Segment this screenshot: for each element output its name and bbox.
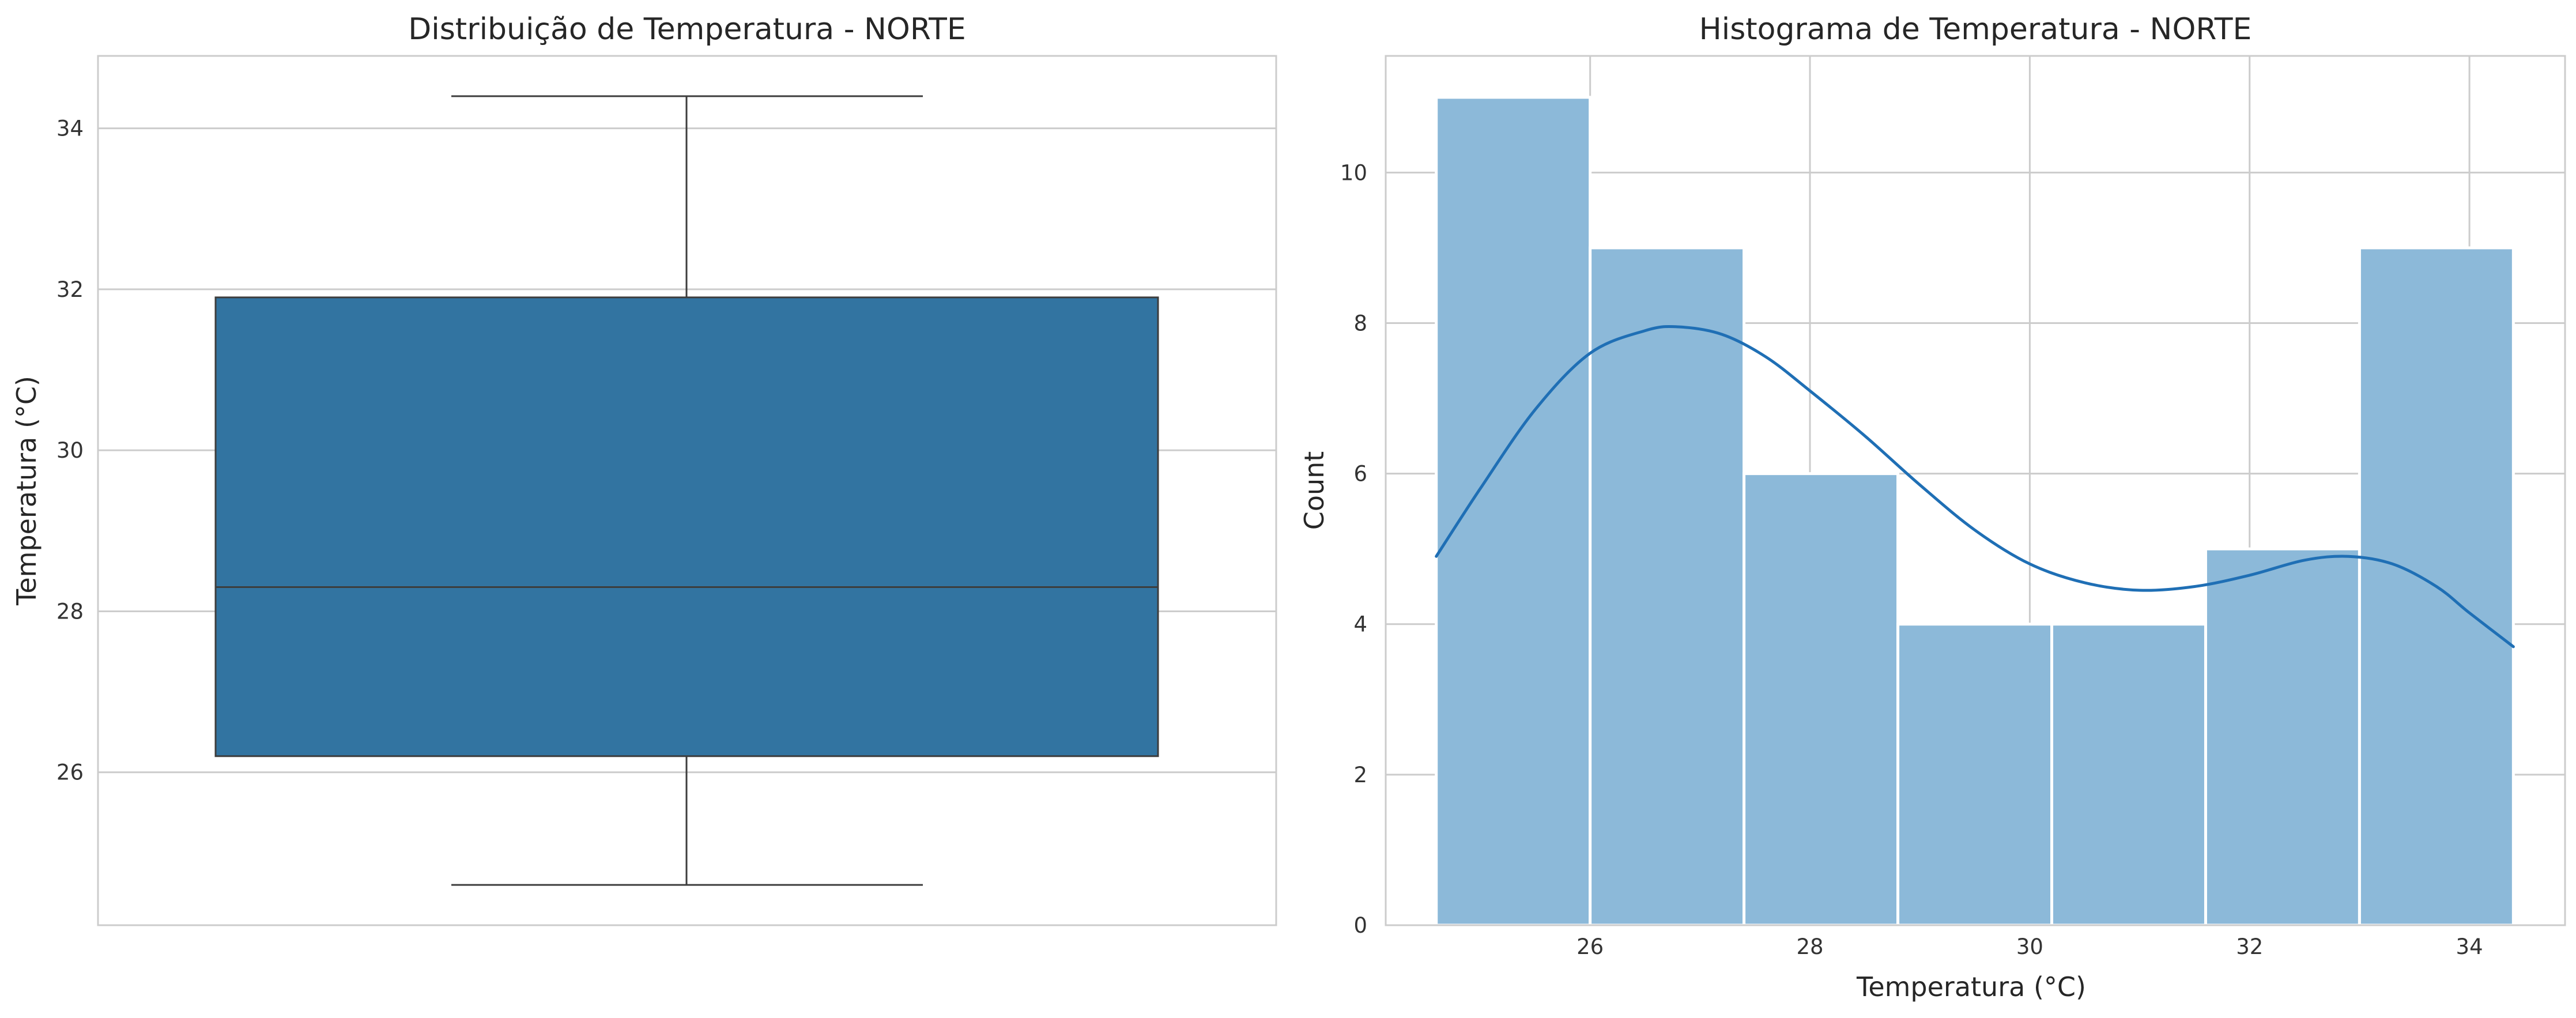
histogram-y-axis-label: Count bbox=[1299, 451, 1330, 530]
histogram-y-tick-label: 4 bbox=[1353, 612, 1367, 637]
histogram-x-tick-label: 26 bbox=[1576, 934, 1604, 959]
histogram-x-tick-label: 32 bbox=[2236, 934, 2263, 959]
histogram-y-tick-labels: 0 2 4 6 8 10 bbox=[1340, 160, 1367, 938]
histogram-y-tick-label: 0 bbox=[1353, 913, 1367, 938]
histogram-bar bbox=[2204, 547, 2361, 927]
histogram-x-tick-labels: 26 28 30 32 34 bbox=[1576, 934, 2483, 959]
histogram-y-tick-label: 2 bbox=[1353, 763, 1367, 787]
boxplot-y-axis-label: Temperatura (°C) bbox=[11, 376, 42, 606]
histogram-bar bbox=[1896, 623, 2054, 927]
boxplot-frame bbox=[97, 55, 1277, 926]
histogram-x-axis-label: Temperatura (°C) bbox=[1856, 971, 2086, 1002]
histogram-bar bbox=[1435, 96, 1592, 927]
boxplot-y-tick-label: 30 bbox=[56, 438, 84, 463]
histogram-x-tick-label: 34 bbox=[2456, 934, 2483, 959]
kde-curve bbox=[1435, 325, 2515, 648]
histogram-bar bbox=[1589, 246, 1746, 927]
histogram-frame bbox=[1385, 55, 2566, 926]
boxplot-panel: 26 28 30 32 34 Distribuição de Temperatura -… bbox=[11, 12, 1277, 926]
boxplot-y-tick-label: 34 bbox=[56, 116, 84, 141]
boxplot-y-tick-label: 26 bbox=[56, 760, 84, 785]
histogram-y-tick-label: 10 bbox=[1340, 160, 1367, 185]
boxplot-marks bbox=[214, 95, 1159, 886]
boxplot-y-tick-label: 28 bbox=[56, 599, 84, 624]
histogram-x-tick-label: 30 bbox=[2016, 934, 2043, 959]
boxplot-y-tick-labels: 26 28 30 32 34 bbox=[56, 116, 84, 785]
histogram-y-tick-label: 8 bbox=[1353, 311, 1367, 335]
histogram-panel: 0 2 4 6 8 10 26 28 30 32 34 Histograma de Tempera… bbox=[1299, 12, 2566, 1002]
histogram-x-tick-label: 28 bbox=[1796, 934, 1823, 959]
histogram-bar bbox=[1743, 472, 1900, 927]
histogram-bar bbox=[2050, 623, 2207, 927]
interquartile-box bbox=[214, 296, 1159, 757]
boxplot-y-tick-label: 32 bbox=[56, 277, 84, 302]
histogram-y-tick-label: 6 bbox=[1353, 462, 1367, 487]
histogram-title: Histograma de Temperatura - NORTE bbox=[1699, 12, 2252, 47]
boxplot-title: Distribuição de Temperatura - NORTE bbox=[408, 12, 966, 47]
